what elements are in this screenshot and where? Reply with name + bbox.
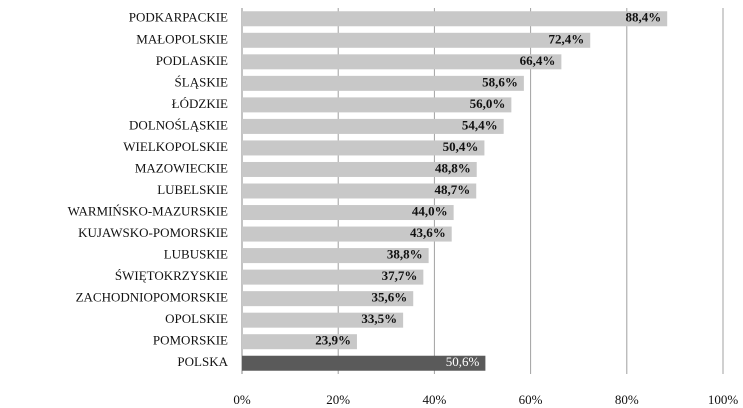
- category-label: ZACHODNIOPOMORSKIE: [76, 290, 228, 305]
- value-label: 54,4%: [462, 117, 498, 132]
- bar: [242, 291, 414, 307]
- bar: [242, 248, 429, 264]
- value-label: 50,4%: [443, 139, 479, 154]
- bar: [242, 269, 424, 285]
- category-label: ŁÓDZKIE: [172, 96, 228, 111]
- value-label: 37,7%: [382, 268, 418, 283]
- bar: [242, 312, 404, 328]
- category-label: WARMIŃSKO-MAZURSKIE: [68, 204, 228, 219]
- value-label: 35,6%: [371, 290, 407, 305]
- value-label: 23,9%: [315, 333, 351, 348]
- x-tick-label: 60%: [519, 392, 543, 407]
- bar: [242, 32, 591, 48]
- category-label: POLSKA: [177, 354, 228, 369]
- bar: [242, 205, 454, 221]
- value-label: 72,4%: [548, 31, 584, 46]
- bar: [242, 355, 486, 371]
- bar: [242, 161, 477, 177]
- value-label: 44,0%: [412, 204, 448, 219]
- bar: [242, 334, 357, 350]
- value-label: 48,7%: [434, 182, 470, 197]
- category-label: DOLNOŚLĄSKIE: [129, 117, 228, 132]
- value-label: 48,8%: [435, 160, 471, 175]
- bar: [242, 183, 477, 199]
- bar: [242, 226, 452, 242]
- category-label: ŚLĄSKIE: [175, 74, 229, 89]
- bar: [242, 97, 512, 113]
- category-label: LUBELSKIE: [157, 182, 228, 197]
- value-label: 43,6%: [410, 225, 446, 240]
- category-label: POMORSKIE: [153, 333, 228, 348]
- value-label: 33,5%: [361, 311, 397, 326]
- bar: [242, 118, 504, 134]
- value-label: 58,6%: [482, 74, 518, 89]
- category-label: PODKARPACKIE: [129, 10, 228, 25]
- x-tick-label: 100%: [708, 392, 739, 407]
- category-label: OPOLSKIE: [165, 311, 228, 326]
- x-tick-label: 0%: [233, 392, 251, 407]
- x-tick-label: 80%: [615, 392, 639, 407]
- category-label: WIELKOPOLSKIE: [123, 139, 228, 154]
- category-label: PODLASKIE: [156, 53, 228, 68]
- x-tick-label: 40%: [422, 392, 446, 407]
- bar: [242, 54, 562, 70]
- category-label: MAZOWIECKIE: [135, 160, 228, 175]
- category-label: KUJAWSKO-POMORSKIE: [78, 225, 228, 240]
- category-label: LUBUSKIE: [164, 247, 228, 262]
- value-label: 38,8%: [387, 247, 423, 262]
- x-tick-label: 20%: [326, 392, 350, 407]
- value-label: 56,0%: [470, 96, 506, 111]
- category-label: ŚWIĘTOKRZYSKIE: [115, 268, 228, 283]
- bar: [242, 140, 485, 156]
- value-label: 66,4%: [520, 53, 556, 68]
- bar: [242, 75, 524, 91]
- value-label: 50,6%: [446, 354, 480, 369]
- bar: [242, 11, 668, 27]
- category-label: MAŁOPOLSKIE: [136, 31, 228, 46]
- value-label: 88,4%: [625, 10, 661, 25]
